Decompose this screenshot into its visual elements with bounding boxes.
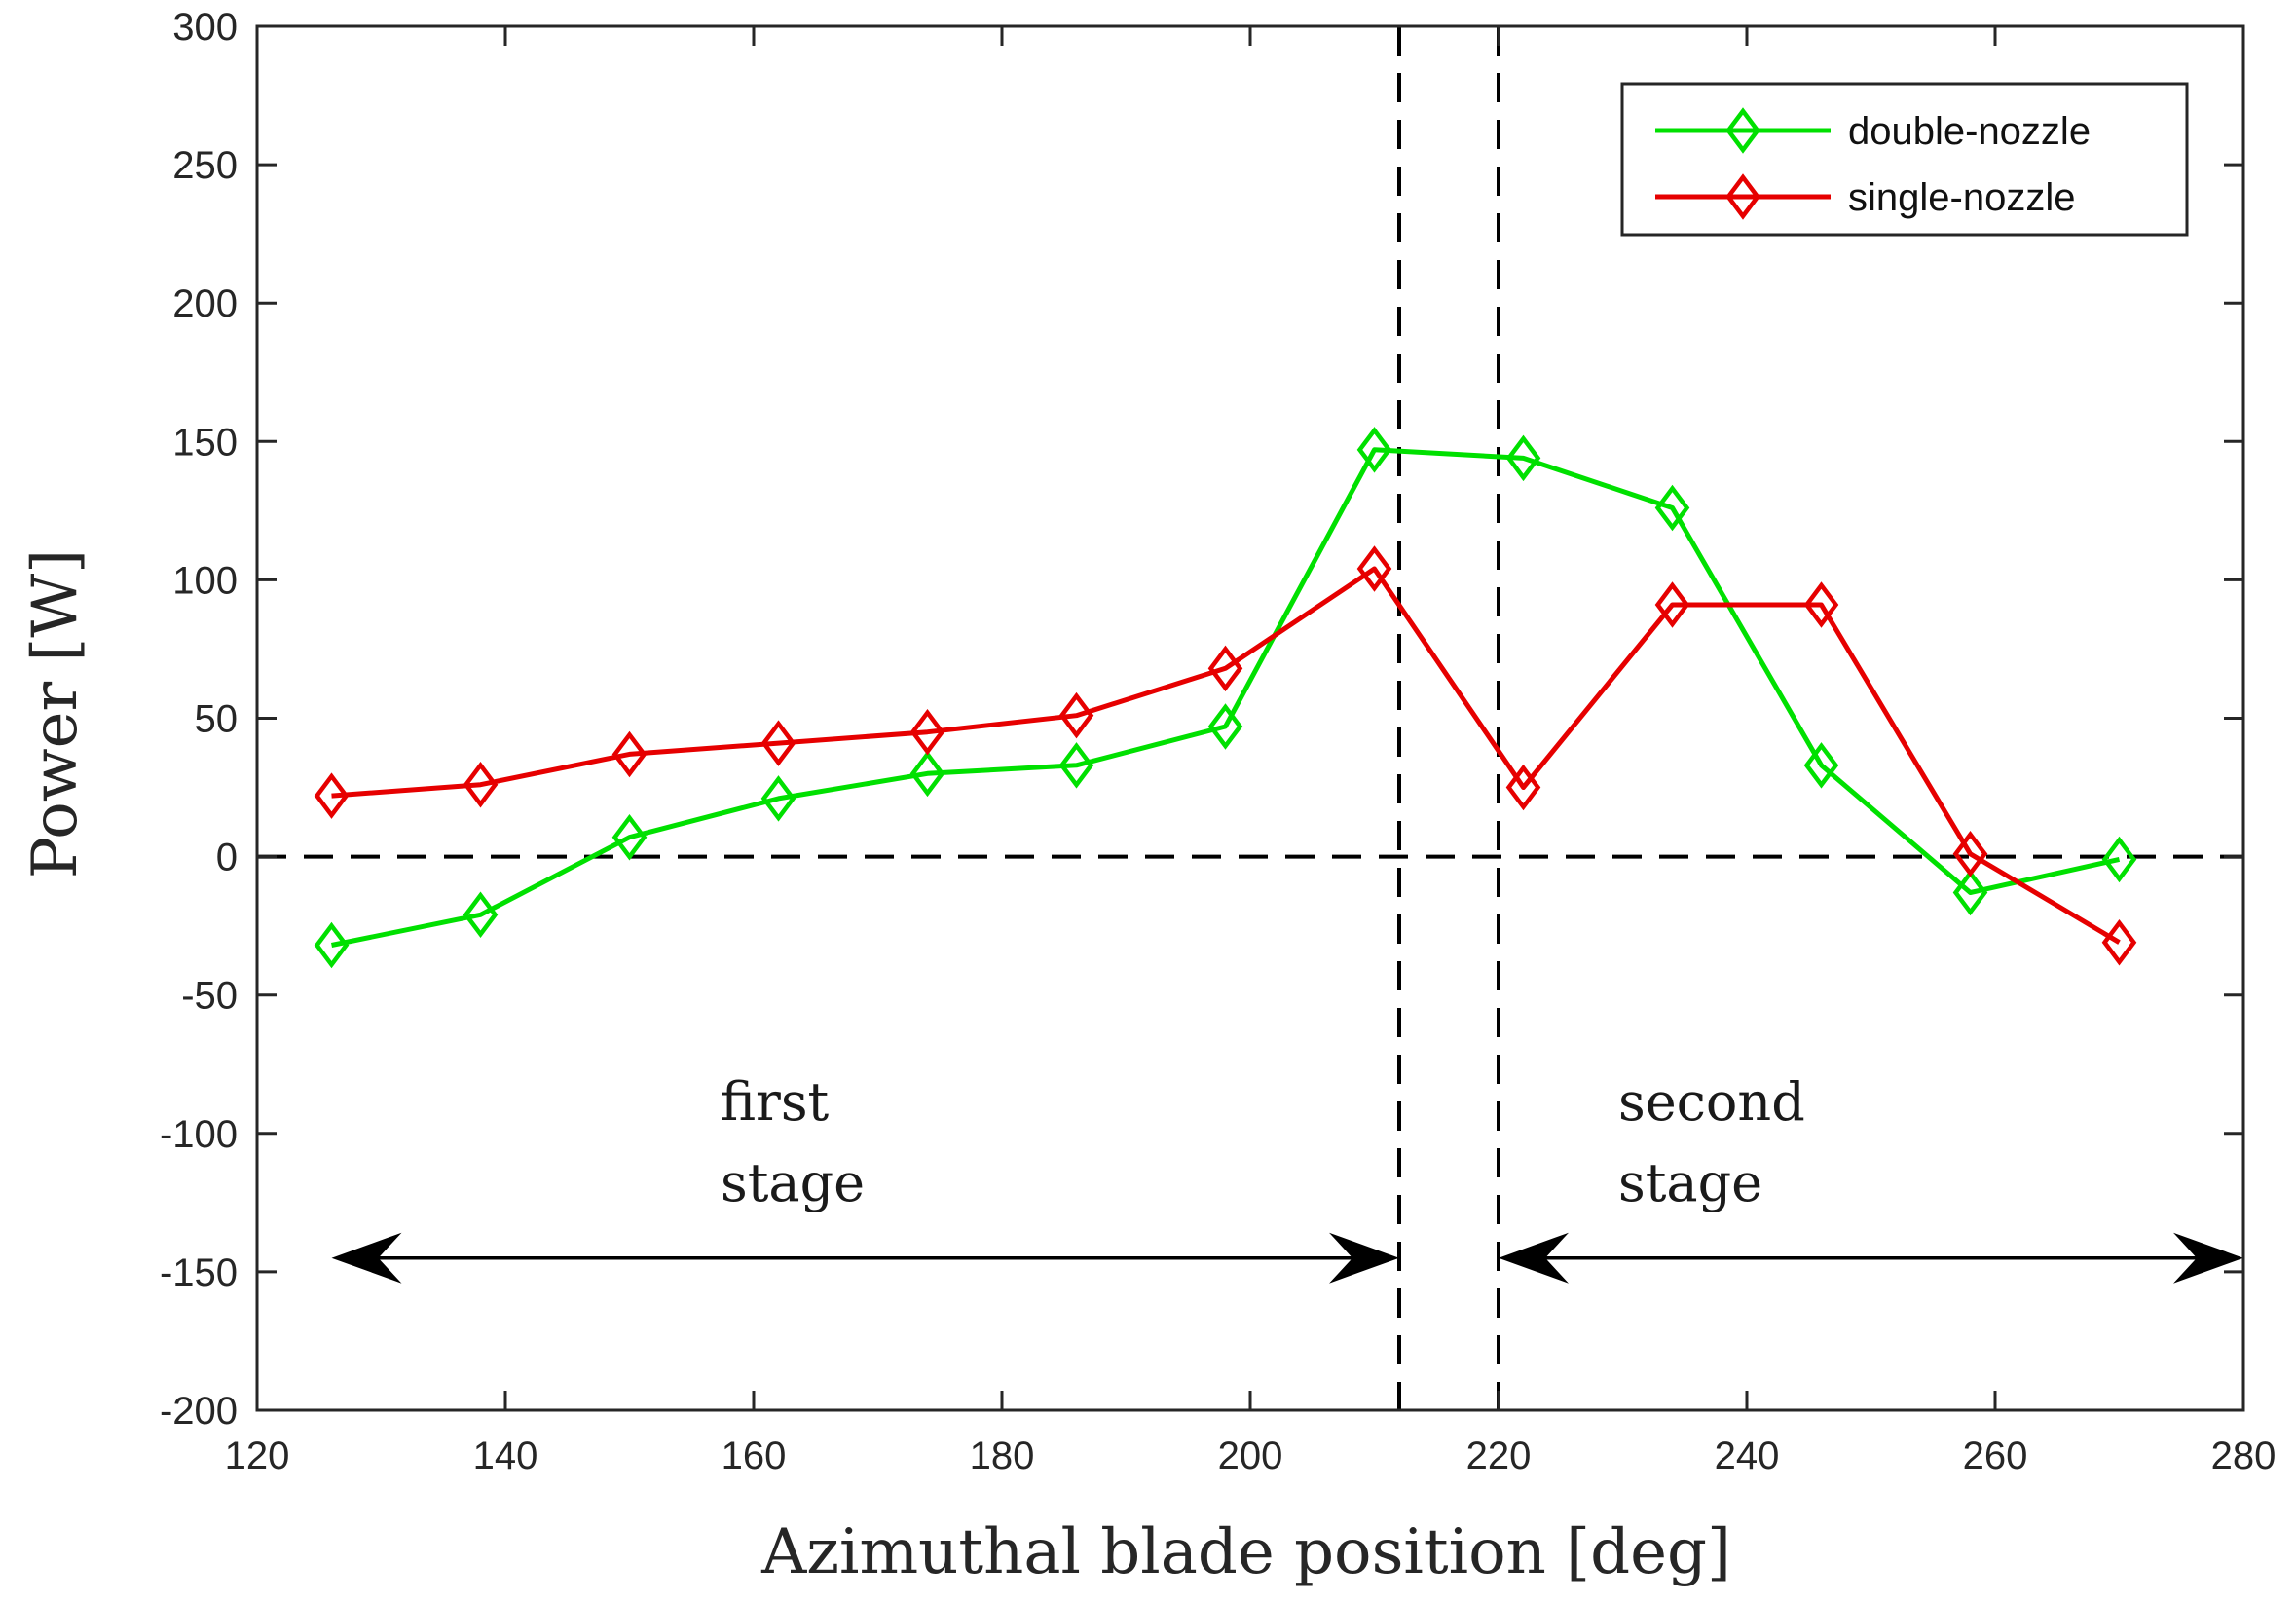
y-tick-label-250: 250 xyxy=(172,144,238,187)
data-point-double-nozzle-5 xyxy=(1058,742,1094,789)
legend-box xyxy=(1620,82,2189,237)
data-point-single-nozzle-1 xyxy=(463,761,499,808)
y-tick-label-150: 150 xyxy=(172,421,238,464)
data-point-double-nozzle-4 xyxy=(909,750,945,798)
y-tick-label-100: 100 xyxy=(172,559,238,602)
data-point-double-nozzle-6 xyxy=(1207,703,1243,750)
data-point-single-nozzle-0 xyxy=(314,772,350,819)
legend-label-double-nozzle: double-nozzle xyxy=(1848,110,2091,153)
data-point-double-nozzle-8 xyxy=(1505,434,1541,482)
data-point-single-nozzle-7 xyxy=(1356,545,1392,592)
x-tick-label-120: 120 xyxy=(225,1435,290,1477)
first-stage-line1: first xyxy=(721,1071,830,1133)
legend-marker-double-nozzle xyxy=(1725,107,1760,154)
data-point-double-nozzle-9 xyxy=(1654,484,1690,532)
x-tick-label-220: 220 xyxy=(1466,1435,1532,1477)
series-line-double-nozzle xyxy=(331,447,2121,948)
data-point-single-nozzle-9 xyxy=(1654,581,1690,628)
x-tick-label-140: 140 xyxy=(473,1435,538,1477)
x-tick-label-160: 160 xyxy=(722,1435,787,1477)
stage-arrow-head-right-1 xyxy=(1329,1232,1399,1284)
y-tick-label--150: -150 xyxy=(160,1251,238,1294)
data-point-single-nozzle-10 xyxy=(1803,581,1839,628)
data-point-single-nozzle-8 xyxy=(1505,764,1541,811)
stage-arrow-head-right-2 xyxy=(2173,1232,2243,1284)
data-point-double-nozzle-11 xyxy=(1952,869,1988,916)
x-tick-label-180: 180 xyxy=(970,1435,1035,1477)
data-point-double-nozzle-10 xyxy=(1803,742,1839,789)
series-layer xyxy=(314,427,2137,969)
data-point-single-nozzle-5 xyxy=(1058,691,1094,739)
y-tick-label-200: 200 xyxy=(172,282,238,325)
x-axis-title: Azimuthal blade position [deg] xyxy=(760,1516,1731,1588)
y-tick-label--50: -50 xyxy=(181,975,238,1018)
y-tick-label-50: 50 xyxy=(195,698,239,741)
data-point-double-nozzle-2 xyxy=(611,813,648,861)
stage-arrow-head-left-1 xyxy=(331,1232,402,1284)
y-tick-label-300: 300 xyxy=(172,6,238,49)
data-point-single-nozzle-12 xyxy=(2101,918,2137,966)
x-tick-label-280: 280 xyxy=(2211,1435,2277,1477)
y-axis-title: Power [W] xyxy=(19,549,92,878)
data-point-double-nozzle-7 xyxy=(1356,427,1392,473)
data-point-single-nozzle-6 xyxy=(1207,645,1243,692)
data-point-double-nozzle-1 xyxy=(463,891,499,939)
first-stage-line2: stage xyxy=(721,1152,865,1213)
legend: double-nozzle single-nozzle xyxy=(1620,82,2189,237)
data-point-double-nozzle-12 xyxy=(2101,836,2137,883)
stage-arrows-layer xyxy=(331,1232,2243,1284)
y-tick-label--100: -100 xyxy=(160,1113,238,1156)
x-tick-label-240: 240 xyxy=(1715,1435,1780,1477)
data-point-double-nozzle-3 xyxy=(760,775,796,822)
second-stage-line2: stage xyxy=(1618,1152,1762,1213)
axes-layer: 120 140 160 180 200 220 240 260 280 -200 -150 -100 -… xyxy=(160,6,2276,1477)
x-tick-label-260: 260 xyxy=(1963,1435,2028,1477)
second-stage-line1: second xyxy=(1618,1071,1805,1133)
series-line-single-nozzle xyxy=(331,566,2121,945)
data-point-single-nozzle-2 xyxy=(611,730,648,778)
stage-arrow-head-left-2 xyxy=(1499,1232,1569,1284)
data-point-double-nozzle-0 xyxy=(314,921,350,969)
legend-items: double-nozzle single-nozzle xyxy=(1655,107,2091,220)
data-point-single-nozzle-3 xyxy=(760,720,796,766)
y-tick-label-0: 0 xyxy=(216,837,238,879)
x-tick-label-200: 200 xyxy=(1218,1435,1283,1477)
annotations-layer: first stage second stage xyxy=(721,1071,1805,1213)
y-tick-label--200: -200 xyxy=(160,1390,238,1433)
data-point-single-nozzle-4 xyxy=(909,708,945,756)
legend-label-single-nozzle: single-nozzle xyxy=(1848,176,2075,219)
legend-marker-single-nozzle xyxy=(1725,173,1760,220)
data-point-single-nozzle-11 xyxy=(1952,831,1988,877)
